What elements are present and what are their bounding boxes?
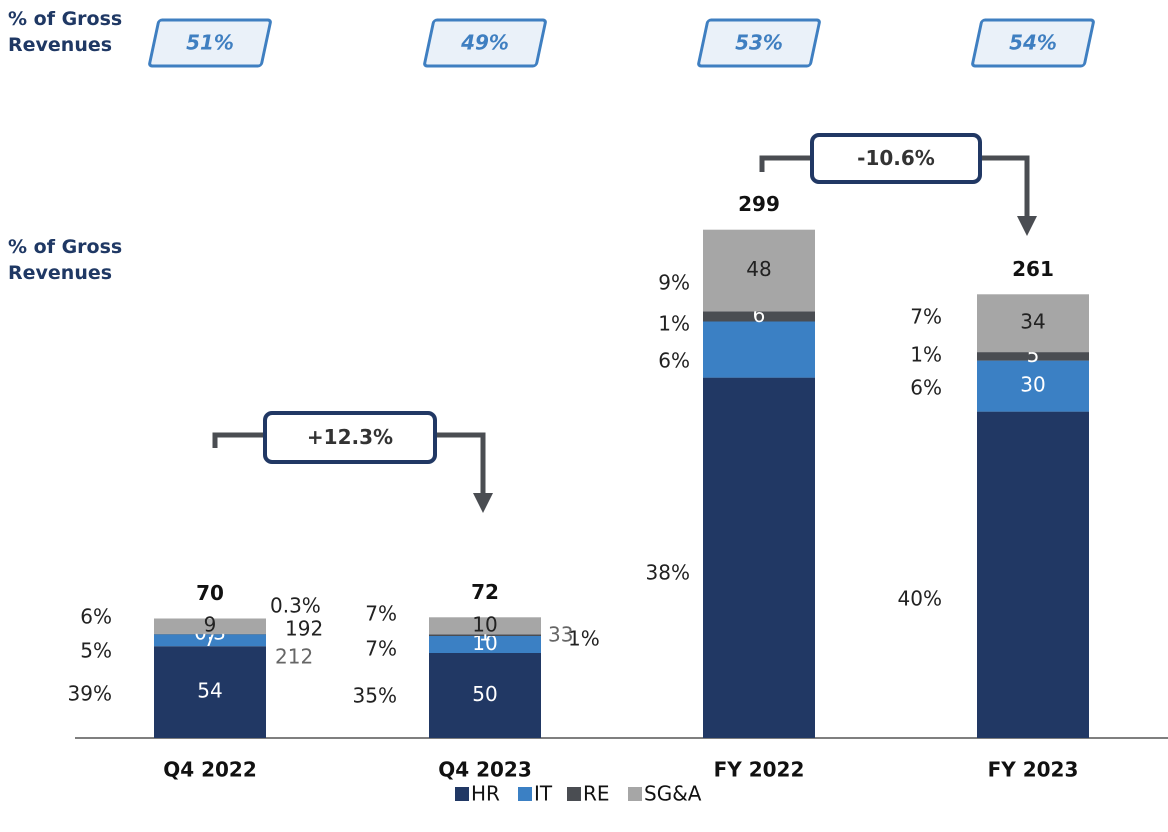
share-label: 35% <box>353 684 397 708</box>
value-label: 9 <box>204 613 217 637</box>
total-label: 261 <box>1012 257 1054 281</box>
row-label: % of Gross Revenues <box>8 8 123 56</box>
value-label: 212 <box>275 645 313 669</box>
bar-segment <box>977 294 1089 353</box>
value-label: 30 <box>1020 373 1045 397</box>
share-box <box>148 18 272 68</box>
bar-segment <box>703 377 815 738</box>
share-label: 6% <box>80 605 112 629</box>
bar-segment <box>703 229 815 312</box>
share-label: 1% <box>568 627 600 651</box>
category-label: FY 2023 <box>988 758 1079 782</box>
legend-swatch <box>455 787 469 801</box>
bar-segment <box>977 360 1089 412</box>
change-box <box>810 133 982 184</box>
bar-segment <box>429 634 541 636</box>
share-box-label: 53% <box>735 31 783 55</box>
change-connector <box>759 155 1027 226</box>
bar-segment <box>977 411 1089 738</box>
bar-segment <box>154 634 266 647</box>
value-label: 192 <box>285 617 323 641</box>
bar-segment <box>154 646 266 738</box>
share-label: 6% <box>658 349 690 373</box>
share-label: 9% <box>658 271 690 295</box>
change-box <box>263 411 437 464</box>
share-label: 7% <box>910 305 942 329</box>
share-box-label: 49% <box>460 31 509 55</box>
value-label: 10 <box>472 612 497 636</box>
bar-segment <box>429 636 541 653</box>
category-label: Q4 2023 <box>438 758 532 782</box>
value-label: 54 <box>197 679 222 703</box>
value-label: 34 <box>1020 310 1045 334</box>
bar-segment <box>977 352 1089 361</box>
category-label: Q4 2022 <box>163 758 257 782</box>
value-label: 48 <box>746 257 771 281</box>
share-box <box>423 18 547 68</box>
legend-swatch <box>518 787 532 801</box>
share-box-label: 51% <box>186 31 234 55</box>
share-label: 39% <box>68 682 112 706</box>
bar-segment <box>703 311 815 322</box>
bar-segment <box>154 618 266 634</box>
share-label: 0.3% <box>270 594 321 618</box>
bar-segment <box>703 321 815 378</box>
total-label: 72 <box>471 580 499 604</box>
share-label: 5% <box>80 639 112 663</box>
legend-label: HR <box>471 782 500 806</box>
bar-segment <box>429 653 541 738</box>
share-box <box>971 18 1095 68</box>
legend-label: IT <box>534 782 553 806</box>
share-label: 40% <box>898 587 942 611</box>
value-label: 33 <box>548 623 573 647</box>
legend-swatch <box>628 787 642 801</box>
share-label: 7% <box>365 637 397 661</box>
change-label: -10.6% <box>857 146 935 170</box>
row-label: % of Gross Revenues <box>8 236 123 284</box>
category-label: FY 2022 <box>714 758 805 782</box>
legend-swatch <box>567 787 581 801</box>
share-label: 6% <box>910 376 942 400</box>
legend-label: RE <box>583 782 610 806</box>
bar-segment <box>429 617 541 635</box>
share-box-label: 54% <box>1009 31 1057 55</box>
total-label: 70 <box>196 581 224 605</box>
change-label: +12.3% <box>307 425 393 449</box>
share-label: 1% <box>658 312 690 336</box>
share-label: 1% <box>910 343 942 367</box>
change-connector <box>212 432 483 503</box>
share-label: 7% <box>365 602 397 626</box>
total-label: 299 <box>738 192 780 216</box>
bar-segment <box>154 633 266 635</box>
share-label: 38% <box>646 561 690 585</box>
share-box <box>697 18 821 68</box>
value-label: 50 <box>472 682 497 706</box>
legend-label: SG&A <box>644 782 702 806</box>
